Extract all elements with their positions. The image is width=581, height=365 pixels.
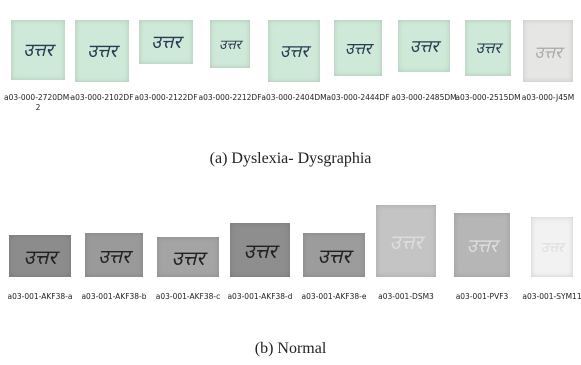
handwriting-image: उत्तर: [139, 20, 193, 64]
handwriting-image: उत्तर: [230, 223, 290, 277]
handwritten-word: उत्तर: [280, 39, 309, 63]
handwritten-word: उत्तर: [219, 35, 241, 53]
handwritten-word: उत्तर: [244, 237, 277, 264]
file-label: a03-000-2485DM: [390, 93, 458, 103]
handwriting-image: उत्तर: [398, 20, 450, 72]
handwritten-word: उत्तर: [24, 243, 57, 270]
file-label: a03-001-AKF38-d: [226, 292, 294, 302]
file-label: a03-000-2720DM-2: [4, 93, 72, 113]
handwriting-image: उत्तर: [268, 20, 320, 82]
file-label: a03-000-2122DF: [132, 93, 200, 103]
handwritten-word: उत्तर: [390, 228, 423, 255]
handwriting-image: उत्तर: [210, 20, 250, 68]
handwritten-word: उत्तर: [410, 34, 439, 58]
handwriting-image: उत्तर: [523, 20, 573, 82]
figure: उत्तर a03-000-2720DM-2 उत्तर a03-000-2102DF…: [0, 0, 581, 365]
figure-caption: (a) Dyslexia- Dysgraphia: [0, 150, 581, 168]
file-label: a03-001-SYM11: [518, 292, 581, 302]
file-label: a03-000-2515DM: [454, 93, 522, 103]
file-label: a03-001-PVF3: [448, 292, 516, 302]
file-label: a03-001-AKF38-a: [6, 292, 74, 302]
handwritten-word: उत्तर: [87, 39, 117, 63]
handwritten-word: उत्तर: [534, 40, 561, 63]
file-label: a03-001-AKF38-e: [300, 292, 368, 302]
file-label: a03-000-2404DM: [260, 93, 328, 103]
handwritten-word: उत्तर: [151, 30, 181, 54]
handwriting-image: उत्तर: [75, 20, 129, 82]
file-label: a03-001-DSM3: [372, 292, 440, 302]
handwriting-image: उत्तर: [9, 235, 71, 277]
handwritten-word: उत्तर: [475, 38, 500, 58]
figure-caption: (b) Normal: [0, 340, 581, 358]
handwritten-word: उत्तर: [540, 238, 563, 257]
handwriting-image: उत्तर: [376, 205, 436, 277]
handwritten-word: उत्तर: [467, 233, 498, 258]
handwriting-image: उत्तर: [531, 217, 573, 277]
file-label: a03-000-2102DF: [68, 93, 136, 103]
file-label: a03-000-J45M: [514, 93, 581, 103]
handwritten-word: उत्तर: [98, 242, 130, 269]
handwriting-image: उत्तर: [303, 233, 365, 277]
file-label: a03-001-AKF38-b: [80, 292, 148, 302]
file-label: a03-001-AKF38-c: [154, 292, 222, 302]
handwriting-image: उत्तर: [454, 213, 510, 277]
file-label: a03-000-2212DF: [196, 93, 264, 103]
handwriting-image: उत्तर: [334, 20, 382, 76]
handwriting-image: उत्तर: [157, 237, 219, 277]
handwritten-word: उत्तर: [23, 38, 53, 62]
handwriting-image: उत्तर: [465, 20, 511, 76]
handwritten-word: उत्तर: [172, 244, 205, 271]
handwriting-image: उत्तर: [85, 233, 143, 277]
handwriting-image: उत्तर: [11, 20, 65, 80]
file-label: a03-000-2444DF: [324, 93, 392, 103]
handwritten-word: उत्तर: [345, 37, 371, 59]
handwritten-word: उत्तर: [318, 242, 351, 269]
